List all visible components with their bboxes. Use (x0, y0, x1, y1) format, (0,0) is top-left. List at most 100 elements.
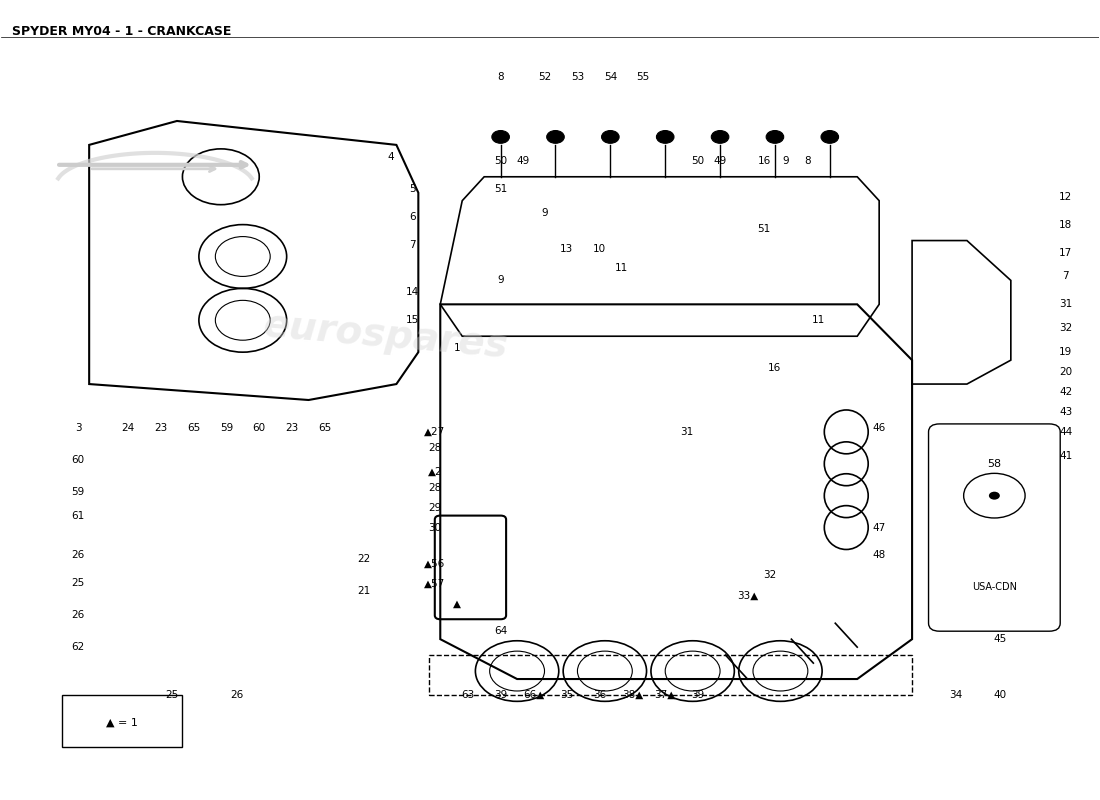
Circle shape (547, 130, 564, 143)
Text: 23: 23 (286, 423, 299, 433)
Text: 46: 46 (872, 423, 886, 433)
Text: 49: 49 (516, 156, 529, 166)
Text: 9: 9 (782, 156, 789, 166)
Text: 65: 65 (187, 423, 200, 433)
Text: 29: 29 (428, 502, 441, 513)
Text: 16: 16 (757, 156, 771, 166)
Text: 58: 58 (988, 458, 1001, 469)
Text: 15: 15 (406, 315, 419, 326)
Text: 44: 44 (1059, 427, 1072, 437)
Text: ▲27: ▲27 (425, 427, 446, 437)
Text: ▲ = 1: ▲ = 1 (106, 718, 138, 728)
Circle shape (989, 492, 1000, 500)
Text: 54: 54 (604, 72, 617, 82)
Circle shape (657, 130, 674, 143)
Text: 4: 4 (387, 152, 394, 162)
Text: 50: 50 (692, 156, 705, 166)
Text: 17: 17 (1059, 247, 1072, 258)
Text: 23: 23 (154, 423, 167, 433)
Text: 60: 60 (72, 454, 85, 465)
Text: 60: 60 (253, 423, 266, 433)
Text: 25: 25 (165, 690, 178, 700)
Text: 47: 47 (872, 522, 886, 533)
Text: USA-CDN: USA-CDN (972, 582, 1016, 592)
Text: 39: 39 (692, 690, 705, 700)
Text: 28: 28 (428, 482, 441, 493)
Text: 52: 52 (538, 72, 551, 82)
Text: 7: 7 (409, 239, 416, 250)
Circle shape (821, 130, 838, 143)
Text: ▲2: ▲2 (428, 466, 442, 477)
Text: 50: 50 (494, 156, 507, 166)
Text: 63: 63 (461, 690, 474, 700)
Text: 65: 65 (318, 423, 332, 433)
Text: 38▲: 38▲ (621, 690, 642, 700)
Text: 62: 62 (72, 642, 85, 652)
Text: ▲: ▲ (453, 598, 461, 608)
Text: 61: 61 (72, 510, 85, 521)
Text: 24: 24 (121, 423, 134, 433)
Text: 32: 32 (1059, 323, 1072, 334)
Text: 39: 39 (494, 690, 507, 700)
Text: 16: 16 (768, 363, 782, 373)
Text: 59: 59 (220, 423, 233, 433)
Text: 35: 35 (560, 690, 573, 700)
Circle shape (767, 130, 783, 143)
Text: 48: 48 (872, 550, 886, 561)
Text: 11: 11 (812, 315, 825, 326)
Text: 42: 42 (1059, 387, 1072, 397)
Text: 43: 43 (1059, 407, 1072, 417)
Text: 55: 55 (637, 72, 650, 82)
Text: 13: 13 (560, 243, 573, 254)
Text: 19: 19 (1059, 347, 1072, 357)
Text: 26: 26 (231, 690, 244, 700)
Text: 51: 51 (757, 223, 771, 234)
Text: 8: 8 (497, 72, 504, 82)
Text: 28: 28 (428, 443, 441, 453)
Text: SPYDER MY04 - 1 - CRANKCASE: SPYDER MY04 - 1 - CRANKCASE (12, 26, 232, 38)
Text: 41: 41 (1059, 451, 1072, 461)
Text: 9: 9 (497, 275, 504, 286)
Text: 66▲: 66▲ (522, 690, 544, 700)
Text: 26: 26 (72, 550, 85, 561)
Text: 21: 21 (356, 586, 370, 596)
Text: 45: 45 (993, 634, 1007, 644)
Text: 25: 25 (72, 578, 85, 588)
Text: 1: 1 (453, 343, 460, 353)
Text: 37▲: 37▲ (654, 690, 675, 700)
Text: 64: 64 (494, 626, 507, 636)
Text: 30: 30 (428, 522, 441, 533)
Circle shape (712, 130, 729, 143)
Text: 8: 8 (804, 156, 811, 166)
Text: eurospares: eurospares (262, 306, 509, 366)
Text: 5: 5 (409, 184, 416, 194)
Bar (429, 655, 912, 695)
Text: 26: 26 (72, 610, 85, 620)
Text: 36: 36 (593, 690, 606, 700)
Text: 11: 11 (615, 263, 628, 274)
Text: 59: 59 (72, 486, 85, 497)
Text: 34: 34 (949, 690, 962, 700)
Text: 22: 22 (356, 554, 370, 565)
Text: ▲56: ▲56 (425, 558, 446, 569)
Text: 18: 18 (1059, 220, 1072, 230)
Text: 12: 12 (1059, 192, 1072, 202)
Text: 10: 10 (593, 243, 606, 254)
Text: 20: 20 (1059, 367, 1072, 377)
Text: 14: 14 (406, 287, 419, 298)
Text: 40: 40 (993, 690, 1007, 700)
Text: 51: 51 (494, 184, 507, 194)
Text: 49: 49 (714, 156, 727, 166)
Text: 9: 9 (541, 208, 548, 218)
Circle shape (602, 130, 619, 143)
Text: ▲57: ▲57 (425, 578, 446, 588)
Text: 31: 31 (681, 427, 694, 437)
Text: 3: 3 (75, 423, 81, 433)
Text: 6: 6 (409, 212, 416, 222)
Circle shape (492, 130, 509, 143)
Text: 53: 53 (571, 72, 584, 82)
Text: 7: 7 (1063, 271, 1069, 282)
Text: 33▲: 33▲ (737, 590, 758, 600)
Text: 32: 32 (762, 570, 777, 580)
Text: 31: 31 (1059, 299, 1072, 310)
